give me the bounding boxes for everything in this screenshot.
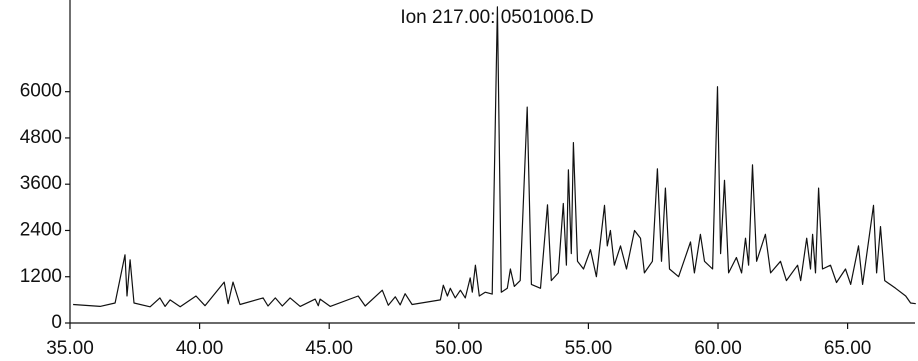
y-tick-label: 6000 xyxy=(20,81,62,102)
x-tick-label: 40.00 xyxy=(176,338,224,359)
x-tick-label: 35.00 xyxy=(46,338,94,359)
trace-line xyxy=(73,6,916,308)
x-tick-label: 60.00 xyxy=(694,338,742,359)
y-tick-label: 1200 xyxy=(20,266,62,287)
y-tick-label: 0 xyxy=(51,312,62,333)
x-tick-label: 55.00 xyxy=(565,338,613,359)
y-tick-label: 2400 xyxy=(20,219,62,240)
x-tick-label: 45.00 xyxy=(305,338,353,359)
x-tick-label: 65.00 xyxy=(824,338,872,359)
x-tick-label: 50.00 xyxy=(435,338,483,359)
y-tick-label: 4800 xyxy=(20,127,62,148)
y-tick-label: 3600 xyxy=(20,173,62,194)
